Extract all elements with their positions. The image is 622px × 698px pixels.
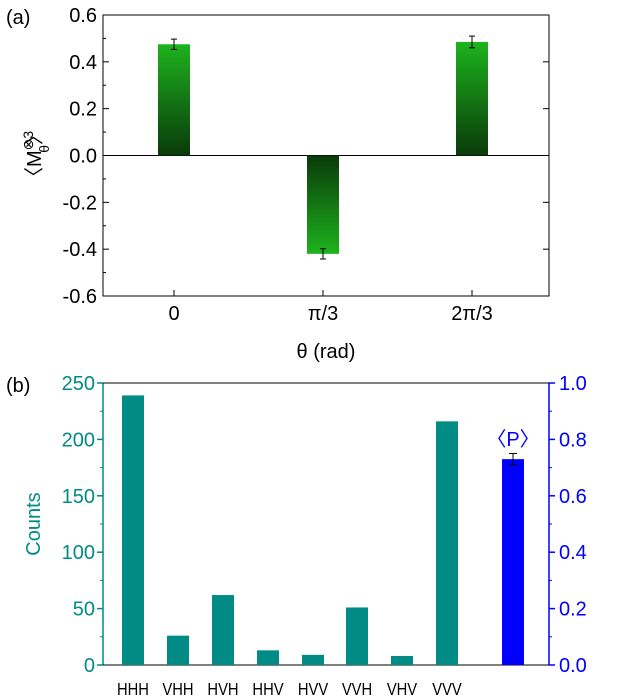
panel-b-bar: [167, 635, 189, 665]
panel-b-left-tick-label: 50: [73, 599, 95, 621]
panel-b-xtick-label: HVH: [207, 680, 238, 698]
panel-b-xtick-label: HHV: [252, 680, 283, 698]
panel-a-xtick-label: 2π/3: [451, 303, 493, 325]
panel-b-left-tick-label: 0: [84, 655, 95, 677]
panel-b-bar: [391, 655, 413, 665]
panel-a-y-axis: 0.6 0.4 0.2 0.0 -0.2 -0.4 -0.6: [63, 5, 549, 308]
panel-a-ylabel: 〈M⊗3θ〉: [20, 125, 52, 187]
panel-b-x-axis: HHH VHH HVH HHV HVV VVH VHV VVV: [117, 680, 462, 698]
ylabel-base: M: [24, 150, 46, 167]
panel-b-right-tick-label: 0.8: [559, 429, 587, 451]
panel-b-label: (b): [6, 375, 30, 397]
panel-a-bar: [307, 155, 339, 254]
panel-b-xtick-label: VHH: [162, 680, 193, 698]
panel-b-left-ticks: 250 200 150 100 50 0: [62, 373, 103, 677]
panel-b-bar: [257, 650, 279, 665]
panel-a-ytick-label: -0.2: [63, 192, 97, 214]
panel-b-bar: [122, 395, 144, 665]
ylabel-sub: θ: [36, 145, 52, 153]
panel-b-bar: [212, 595, 234, 665]
panel-a-xlabel: θ (rad): [297, 341, 356, 363]
panel-a-ytick-label: 0.0: [69, 146, 97, 168]
panel-a-ytick-label: 0.2: [69, 99, 97, 121]
panel-b-purity-bar: [502, 459, 524, 665]
panel-a: (a) 0.6 0.4 0.2 0.0 -0.2 -0.4 -0.6 0 π/3 2π/3 θ …: [6, 5, 550, 363]
panel-a-xtick-label: 0: [168, 303, 179, 325]
panel-a-x-axis: 0 π/3 2π/3: [168, 290, 493, 325]
panel-a-ytick-label: 0.6: [69, 5, 97, 27]
panel-b-xtick-label: HHH: [117, 680, 149, 698]
panel-b-bar: [302, 654, 324, 665]
panel-a-label: (a): [6, 7, 30, 29]
panel-a-bar: [456, 41, 488, 156]
ylabel-sup: ⊗3: [20, 131, 36, 151]
panel-a-xtick-label: π/3: [308, 303, 338, 325]
panel-b-purity-label: 〈P〉: [486, 429, 539, 451]
panel-b-xtick-label: VVV: [432, 680, 462, 698]
panel-b-right-tick-label: 0.4: [559, 542, 587, 564]
panel-a-ytick-label: -0.4: [63, 239, 97, 261]
panel-b-left-tick-label: 100: [62, 542, 95, 564]
panel-b-left-tick-label: 150: [62, 486, 95, 508]
panel-b-right-tick-label: 0.0: [559, 655, 587, 677]
panel-a-ytick-label: -0.6: [63, 286, 97, 308]
panel-a-bars: [158, 35, 488, 260]
panel-b-ylabel: Counts: [23, 492, 45, 555]
panel-b-xtick-label: VHV: [387, 680, 417, 698]
panel-b-bar: [346, 607, 368, 665]
panel-b-right-tick-label: 1.0: [559, 373, 587, 395]
panel-b-left-tick-label: 200: [62, 429, 95, 451]
panel-b-right-ticks: 1.0 0.8 0.6 0.4 0.2 0.0: [549, 373, 587, 677]
panel-a-bar: [158, 44, 190, 156]
panel-b-xtick-label: VVH: [342, 680, 372, 698]
panel-b-right-tick-label: 0.2: [559, 599, 587, 621]
panel-b-left-tick-label: 250: [62, 373, 95, 395]
panel-b-bar: [436, 421, 458, 665]
ylabel-close: 〉: [24, 125, 46, 145]
panel-b: (b) 250 200 150 100 50 0 1.0 0.8 0.6 0.4 0.2 0.0 H…: [6, 373, 587, 698]
panel-b-xtick-label: HVV: [298, 680, 328, 698]
panel-b-right-tick-label: 0.6: [559, 486, 587, 508]
panel-a-ytick-label: 0.4: [69, 52, 97, 74]
ylabel-open: 〈: [24, 167, 46, 187]
panel-b-bars: [122, 395, 524, 665]
